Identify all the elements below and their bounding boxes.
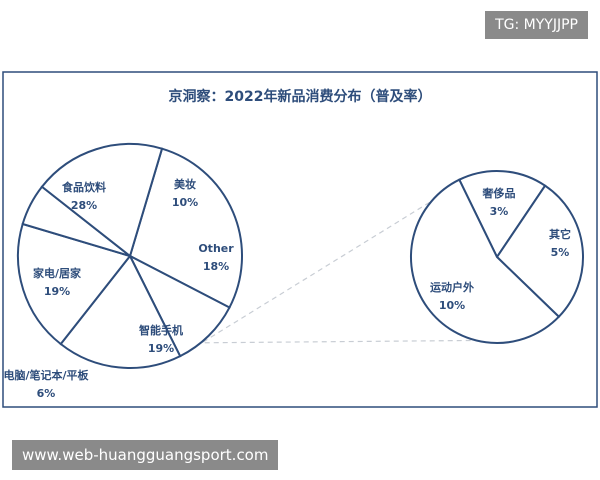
breakout-connectors [60, 173, 477, 357]
main-pie-label-other: Other [198, 242, 234, 255]
main-pie-value-slice-4: 6% [37, 387, 56, 400]
breakout-pie-label-slice-1: 其它 [549, 227, 571, 241]
breakout-pie-label-slice-0: 奢侈品 [482, 186, 516, 200]
main-pie: 食品饮料 28% 美妆 10% Other 18% 智能手机 19% 电脑/笔记本/平板 6% 家电… [3, 143, 243, 400]
breakout-pie-label-slice-2: 运动户外 [430, 280, 474, 294]
chart-frame [2, 71, 598, 408]
breakout-pie: 奢侈品 3% 其它 5% 运动户外 10% [410, 170, 584, 344]
connector-line-top [179, 173, 477, 357]
main-pie-label-slice-5: 家电/居家 [33, 266, 82, 280]
breakout-pie-value-slice-1: 5% [551, 246, 570, 259]
tg-watermark: TG: MYYJJPP [485, 11, 588, 39]
main-pie-slice-slice-0 [128, 147, 243, 309]
main-pie-slice-other [59, 254, 182, 369]
breakout-pie-value-slice-0: 3% [490, 205, 509, 218]
main-pie-value-slice-5: 19% [44, 285, 70, 298]
main-pie-value-slice-0: 28% [71, 199, 97, 212]
main-pie-value-slice-3: 19% [148, 342, 174, 355]
main-pie-label-slice-1: 美妆 [174, 177, 196, 191]
breakout-pie-value-slice-2: 10% [439, 299, 465, 312]
chart-title: 京洞察：2022年新品消费分布（普及率） [169, 88, 432, 105]
main-pie-label-slice-0: 食品饮料 [62, 180, 106, 194]
main-pie-slice-slice-3 [17, 222, 132, 346]
main-pie-slice-slice-5 [40, 143, 164, 258]
breakout-pie-slice-slice-1 [495, 184, 584, 319]
main-pie-value-slice-1: 10% [172, 196, 198, 209]
breakout-pie-slice-slice-2 [410, 178, 561, 344]
main-pie-label-slice-3: 智能手机 [139, 323, 183, 337]
main-pie-value-other: 18% [203, 260, 229, 273]
main-pie-label-slice-4: 电脑/笔记本/平板 [3, 368, 89, 382]
connector-line-bottom [60, 339, 477, 345]
website-watermark: www.web-huangguangsport.com [12, 440, 279, 470]
breakout-pie-slice-slice-0 [457, 170, 547, 259]
